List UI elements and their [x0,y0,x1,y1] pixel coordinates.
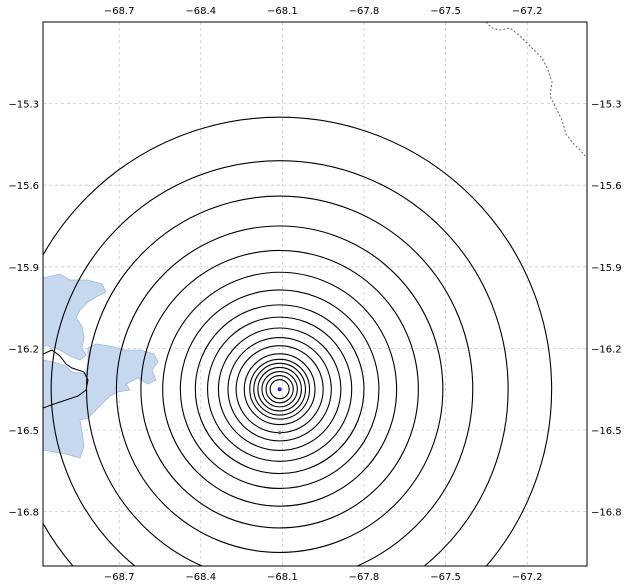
distance-ring [207,316,353,462]
distance-ring [194,304,365,475]
distance-ring [162,271,398,507]
distance-ring [43,116,553,566]
lake-titicaca [43,273,159,459]
lon-tick-label-top: −67.8 [349,6,380,17]
distance-ring [257,366,302,412]
lat-tick-label-right: −15.6 [591,181,622,192]
distance-ring [227,336,332,442]
lake-shore-line [43,349,89,409]
distance-ring [269,379,290,400]
distance-ring [261,370,298,408]
axis-tick-labels: −68.7 −68.7 −68.4 −68.4 −68.1 −68.1 −67.8 −67.8… [8,6,621,583]
lon-tick-label-bottom: −67.2 [512,572,543,583]
secondary-point-marker [278,431,282,435]
distance-ring [115,225,444,553]
lat-tick-label-right: −15.9 [591,263,622,274]
lon-tick-label-bottom: −67.8 [349,572,380,583]
plot-frame [42,21,588,567]
lat-tick-label-left: −15.9 [8,263,39,274]
lat-tick-label-left: −15.6 [8,181,39,192]
lat-tick-label-left: −16.2 [8,344,39,355]
lon-tick-label-top: −67.5 [430,6,461,17]
center-point-marker [277,387,282,392]
lat-tick-label-left: −16.5 [8,426,39,437]
distance-ring [243,353,316,426]
lon-tick-label-top: −68.4 [185,6,216,17]
lat-tick-label-right: −16.8 [591,508,622,519]
distance-ring [50,160,509,566]
distance-ring [140,249,419,529]
plot-background [43,22,587,566]
lon-tick-label-top: −68.1 [267,6,298,17]
lon-tick-label-top: −68.7 [104,6,135,17]
lake-polygon-north [43,273,107,361]
lon-tick-label-bottom: −68.1 [267,572,298,583]
lon-tick-label-bottom: −67.5 [430,572,461,583]
lat-tick-label-right: −16.2 [591,344,622,355]
distance-ring [86,195,474,566]
country-border [485,22,587,159]
lat-tick-label-right: −16.5 [591,426,622,437]
distance-ring [253,362,307,416]
lon-tick-label-bottom: −68.7 [104,572,135,583]
lat-tick-label-left: −16.8 [8,508,39,519]
distance-ring [179,289,380,490]
lon-tick-label-top: −67.2 [512,6,543,17]
distance-rings [43,116,553,566]
distance-ring [265,375,294,404]
distance-ring [217,327,342,451]
gridlines [43,22,587,566]
lat-tick-label-right: −15.3 [591,100,622,111]
distance-ring [249,358,311,420]
lake-polygon-south [43,343,159,459]
lat-tick-label-left: −15.3 [8,100,39,111]
lon-tick-label-bottom: −68.4 [185,572,216,583]
